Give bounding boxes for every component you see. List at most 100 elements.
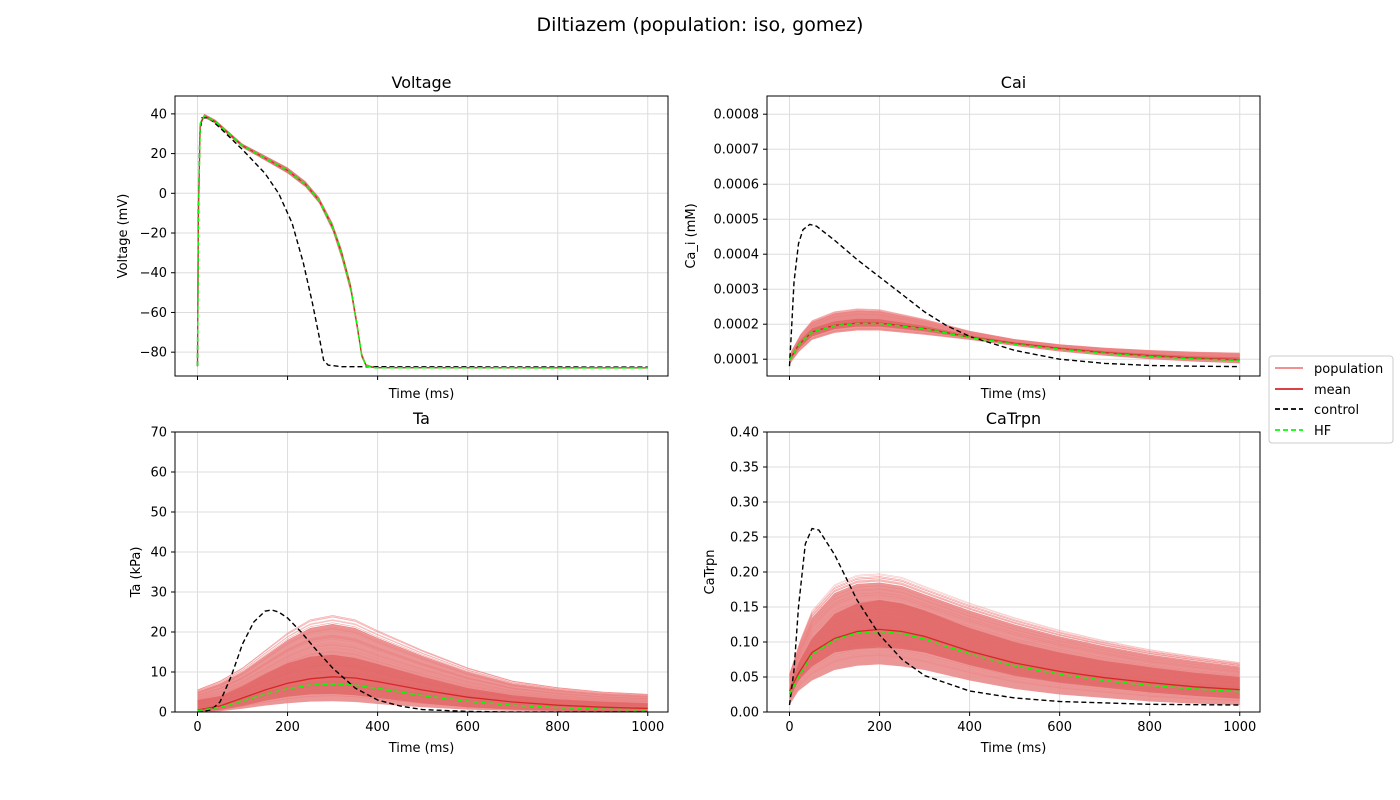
- cai-ytick-label: 0.0008: [714, 108, 760, 123]
- cai-xlabel: Time (ms): [980, 387, 1047, 402]
- figure-suptitle: Diltiazem (population: iso, gomez): [537, 14, 864, 36]
- ta-population-trace: [197, 619, 648, 696]
- cai-population-trace: [789, 309, 1240, 356]
- ta-plot-area: [197, 609, 648, 712]
- ta-ytick-label: 50: [150, 506, 167, 521]
- catrpn-population-band: [789, 600, 1240, 700]
- catrpn-ylabel: CaTrpn: [703, 550, 718, 595]
- cai-ytick-label: 0.0002: [714, 318, 760, 333]
- voltage-ytick-label: 20: [150, 147, 167, 162]
- cai-axes-frame: [766, 95, 1261, 377]
- ta-population-trace: [197, 622, 648, 696]
- ta-xtick-label: 800: [545, 720, 570, 735]
- voltage-title: Voltage: [391, 73, 451, 92]
- ta-ytick-label: 10: [150, 666, 167, 681]
- cai-ytick-label: 0.0006: [714, 178, 760, 193]
- cai-ytick-label: 0.0001: [714, 353, 760, 368]
- cai-plot-area: [788, 223, 1240, 368]
- ta-title: Ta: [412, 409, 430, 428]
- legend-population-label: population: [1314, 362, 1383, 377]
- catrpn-xtick-label: 600: [1047, 720, 1072, 735]
- catrpn-population-trace: [789, 580, 1240, 677]
- catrpn-title: CaTrpn: [986, 409, 1041, 428]
- catrpn-ytick-label: 0.20: [730, 566, 759, 581]
- voltage-axes-frame: [174, 95, 669, 377]
- catrpn-ytick-label: 0.30: [730, 496, 759, 511]
- catrpn-population-trace: [789, 580, 1240, 677]
- ta-xtick-label: 400: [365, 720, 390, 735]
- legend-hf-label: HF: [1314, 424, 1331, 439]
- catrpn-population-trace: [789, 574, 1240, 675]
- catrpn-population-trace: [789, 577, 1240, 676]
- ta-ytick-label: 0: [159, 706, 167, 721]
- catrpn-ytick-label: 0.40: [730, 426, 759, 441]
- cai-ytick-label: 0.0003: [714, 283, 760, 298]
- legend-frame: [1268, 355, 1394, 444]
- catrpn-population-trace: [789, 573, 1240, 675]
- ta-ylabel: Ta (kPa): [129, 547, 144, 599]
- voltage-ytick-label: 40: [150, 107, 167, 122]
- ta-mean-line: [197, 676, 648, 711]
- cai-population-trace: [789, 309, 1240, 356]
- catrpn-population-trace: [789, 577, 1240, 676]
- catrpn-ytick-label: 0.15: [730, 601, 759, 616]
- ta-population-trace: [197, 615, 648, 695]
- ta-panel: 0 200 400 600 800 1000 0 10 20 30 40 50 60 70 Ta Time (…: [129, 409, 669, 756]
- voltage-ytick-label: −60: [140, 306, 167, 321]
- voltage-ytick-label: −40: [140, 266, 167, 281]
- catrpn-plot-area: [788, 527, 1240, 706]
- cai-ytick-label: 0.0004: [714, 248, 760, 263]
- voltage-ytick-label: −80: [140, 346, 167, 361]
- catrpn-population-trace: [789, 579, 1240, 677]
- voltage-ytick-label: 0: [159, 187, 167, 202]
- catrpn-ytick-label: 0.05: [730, 671, 759, 686]
- cai-ytick-label: 0.0007: [714, 143, 760, 158]
- catrpn-panel: 0 200 400 600 800 1000 0.00 0.05 0.10 0.15 0.20 0.2…: [703, 409, 1261, 756]
- ta-hf-line: [197, 683, 648, 712]
- ta-axes-frame: [174, 431, 669, 713]
- ta-ytick-label: 60: [150, 466, 167, 481]
- ta-ytick-label: 30: [150, 586, 167, 601]
- ta-ytick-label: 40: [150, 546, 167, 561]
- ta-xtick-label: 600: [455, 720, 480, 735]
- catrpn-control-line: [788, 527, 1240, 706]
- voltage-ylabel: Voltage (mV): [116, 194, 131, 279]
- ta-control-line: [197, 609, 648, 712]
- catrpn-population-trace: [789, 576, 1240, 676]
- legend-control-label: control: [1314, 403, 1359, 418]
- catrpn-ytick-label: 0.10: [730, 636, 759, 651]
- cai-title: Cai: [1001, 73, 1026, 92]
- catrpn-xtick-label: 800: [1137, 720, 1162, 735]
- catrpn-ytick-label: 0.25: [730, 531, 759, 546]
- ta-xtick-label: 0: [193, 720, 201, 735]
- catrpn-ytick-label: 0.00: [730, 706, 759, 721]
- ta-xtick-label: 200: [275, 720, 300, 735]
- ta-xtick-label: 1000: [631, 720, 664, 735]
- ta-ytick-label: 20: [150, 626, 167, 641]
- catrpn-xtick-label: 400: [957, 720, 982, 735]
- cai-ylabel: Ca_i (mM): [684, 203, 699, 268]
- ta-xlabel: Time (ms): [388, 741, 455, 756]
- catrpn-mean-line: [788, 628, 1240, 692]
- catrpn-xtick-label: 0: [785, 720, 793, 735]
- voltage-hf-line: [196, 114, 648, 369]
- ta-ytick-label: 70: [150, 426, 167, 441]
- catrpn-xtick-label: 200: [867, 720, 892, 735]
- cai-hf-line: [788, 322, 1240, 362]
- legend-mean-label: mean: [1314, 383, 1351, 398]
- catrpn-xlabel: Time (ms): [980, 741, 1047, 756]
- cai-control-line: [788, 223, 1240, 368]
- ta-population-band: [197, 654, 648, 712]
- voltage-panel: 40 20 0 −20 −40 −60 −80 Voltage Time (ms) Voltage…: [116, 73, 669, 402]
- voltage-plot-area: [196, 113, 648, 369]
- cai-panel: 0.0001 0.0002 0.0003 0.0004 0.0005 0.0006 0.00…: [684, 73, 1261, 402]
- voltage-ytick-label: −20: [140, 227, 167, 242]
- legend: population mean control HF: [1268, 355, 1394, 444]
- catrpn-xtick-label: 1000: [1223, 720, 1256, 735]
- cai-ytick-label: 0.0005: [714, 213, 760, 228]
- catrpn-ytick-label: 0.35: [730, 461, 759, 476]
- voltage-xlabel: Time (ms): [388, 387, 455, 402]
- catrpn-hf-line: [788, 630, 1240, 695]
- ta-population-trace: [197, 616, 648, 695]
